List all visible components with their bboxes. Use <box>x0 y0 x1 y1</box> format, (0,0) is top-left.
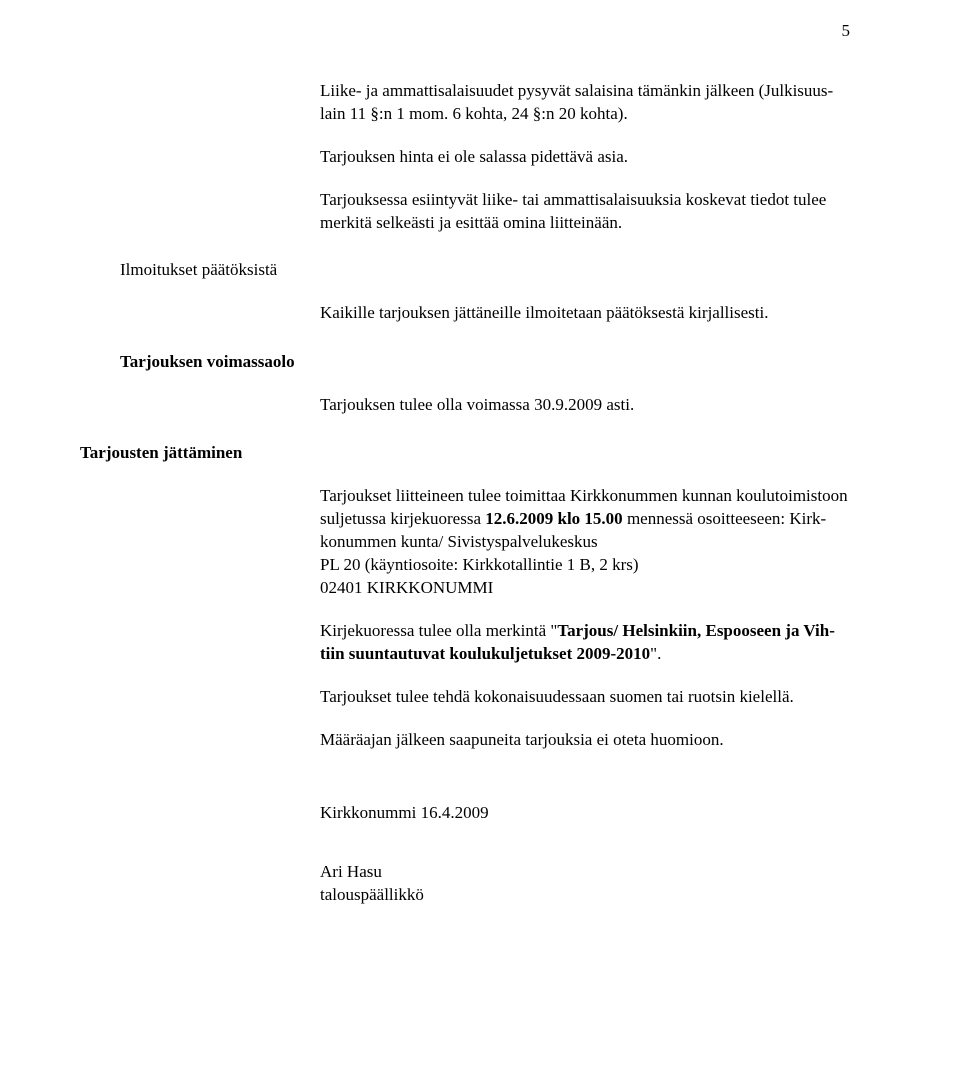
signature-title: talouspäällikkö <box>320 884 850 907</box>
paragraph: Tarjouksen hinta ei ole salassa pidettäv… <box>320 146 850 169</box>
section-heading-decisions: Ilmoitukset päätöksistä <box>120 259 850 282</box>
signature-block: Kirkkonummi 16.4.2009 Ari Hasu talouspää… <box>320 802 850 907</box>
paragraph: Liike- ja ammattisalaisuudet pysyvät sal… <box>320 80 850 126</box>
paragraph: Määräajan jälkeen saapuneita tarjouksia … <box>320 729 850 752</box>
section-heading-submission: Tarjousten jättäminen <box>80 442 850 465</box>
address-line: PL 20 (käyntiosoite: Kirkkotallintie 1 B… <box>320 555 639 574</box>
address-line: 02401 KIRKKONUMMI <box>320 578 493 597</box>
document-body: Liike- ja ammattisalaisuudet pysyvät sal… <box>0 0 960 947</box>
text-run: Kirjekuoressa tulee olla merkintä " <box>320 621 557 640</box>
signature-name: Ari Hasu <box>320 861 850 884</box>
paragraph: Tarjouksen tulee olla voimassa 30.9.2009… <box>320 394 850 417</box>
paragraph-envelope: Kirjekuoressa tulee olla merkintä "Tarjo… <box>320 620 850 666</box>
page-number: 5 <box>842 20 851 43</box>
text-run: ". <box>650 644 661 663</box>
deadline-bold: 12.6.2009 klo 15.00 <box>485 509 622 528</box>
paragraph: Kaikille tarjouksen jättäneille ilmoitet… <box>320 302 850 325</box>
section-heading-validity: Tarjouksen voimassaolo <box>120 351 850 374</box>
signature-location-date: Kirkkonummi 16.4.2009 <box>320 802 850 825</box>
paragraph: Tarjouksessa esiintyvät liike- tai ammat… <box>320 189 850 235</box>
paragraph-address: Tarjoukset liitteineen tulee toimittaa K… <box>320 485 850 600</box>
paragraph: Tarjoukset tulee tehdä kokonaisuudessaan… <box>320 686 850 709</box>
